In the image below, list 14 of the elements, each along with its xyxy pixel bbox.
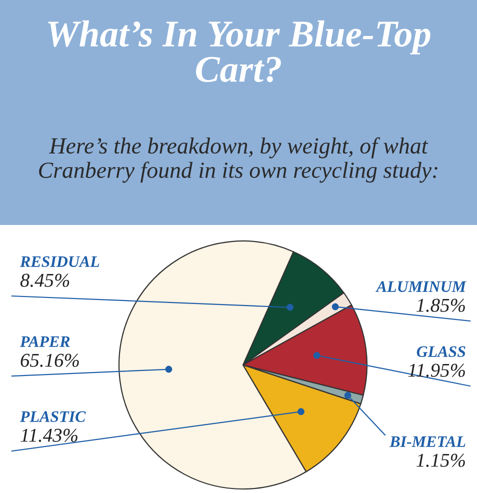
data-label: 1.15% xyxy=(416,454,465,467)
data-label: 65.16% xyxy=(20,354,79,367)
slice-label: PAPER xyxy=(20,336,70,347)
chart-subtitle: Here’s the breakdown, by weight, of what Cranberry found in its own recycling study: xyxy=(39,137,438,183)
slice-label: ALUMINUM xyxy=(376,281,466,292)
chart-title: What’s In Your Blue-Top Cart? xyxy=(48,20,430,82)
slice-label: PLASTIC xyxy=(20,411,86,422)
data-label: 11.43% xyxy=(20,428,78,442)
slice-label: RESIDUAL xyxy=(20,256,100,267)
data-label: 11.95% xyxy=(408,364,465,377)
slice-label: BI-METAL xyxy=(390,436,466,447)
slice-label: GLASS xyxy=(416,346,466,357)
data-label: 1.85% xyxy=(416,298,465,312)
data-label: 8.45% xyxy=(20,274,70,287)
